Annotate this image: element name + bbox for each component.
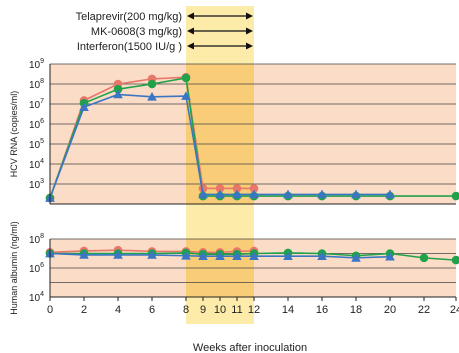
hcv-y-tick-label: 107 (29, 98, 44, 111)
albumin-y-axis-label: Human albumin (ng/ml) (9, 221, 19, 315)
x-tick-label: 2 (81, 304, 87, 316)
legend-label: Telaprevir(200 mg/kg) (76, 11, 182, 23)
hcv-y-tick-label: 106 (29, 118, 44, 131)
tick-exponent: 5 (40, 138, 44, 145)
legend-label: MK-0608(3 mg/kg) (91, 26, 182, 38)
x-tick-label: 8 (183, 304, 189, 316)
x-tick-label: 22 (418, 304, 430, 316)
legend-label: Interferon(1500 IU/g ) (77, 41, 182, 53)
hcv-y-tick-label: 109 (29, 58, 44, 71)
hcv-y-tick-label: 104 (29, 158, 44, 171)
albumin-series-1-point (420, 254, 429, 263)
x-tick-label: 11 (231, 304, 242, 316)
hcv-y-tick-label: 105 (29, 138, 44, 151)
x-tick-label: 24 (450, 304, 459, 316)
tick-exponent: 8 (40, 233, 44, 240)
tick-base: 10 (29, 264, 41, 275)
tick-exponent: 6 (40, 118, 44, 125)
tick-base: 10 (29, 235, 41, 246)
x-tick-label: 12 (248, 304, 260, 316)
hcv-series-1-point (148, 80, 157, 89)
tick-base: 10 (29, 100, 41, 111)
hcv-y-tick-label: 103 (29, 178, 44, 191)
x-tick-label: 9 (200, 304, 206, 316)
tick-base: 10 (29, 140, 41, 151)
x-axis-label: Weeks after inoculation (193, 342, 307, 353)
x-tick-label: 4 (115, 304, 121, 316)
tick-base: 10 (29, 293, 41, 304)
tick-exponent: 3 (40, 178, 44, 185)
tick-exponent: 6 (40, 262, 44, 269)
x-tick-label: 0 (47, 304, 53, 316)
x-tick-label: 18 (350, 304, 362, 316)
tick-base: 10 (29, 160, 41, 171)
x-tick-label: 16 (316, 304, 328, 316)
tick-base: 10 (29, 80, 41, 91)
tick-base: 10 (29, 180, 41, 191)
tick-base: 10 (29, 60, 41, 71)
plot-backgrounds (50, 6, 456, 324)
hcv-y-tick-label: 108 (29, 78, 44, 91)
hcv-treatment-overlap (186, 64, 254, 204)
x-tick-label: 6 (149, 304, 155, 316)
x-tick-label: 14 (282, 304, 294, 316)
tick-exponent: 4 (40, 158, 44, 165)
x-tick-label: 10 (214, 304, 226, 316)
x-tick-label: 20 (384, 304, 396, 316)
albumin-y-tick-label: 108 (29, 233, 44, 246)
albumin-y-tick-label: 104 (29, 291, 44, 304)
tick-base: 10 (29, 120, 41, 131)
tick-exponent: 8 (40, 78, 44, 85)
tick-exponent: 4 (40, 291, 44, 298)
hcv-series-1-point (182, 74, 191, 83)
tick-exponent: 7 (40, 98, 44, 105)
albumin-y-tick-label: 106 (29, 262, 44, 275)
tick-exponent: 9 (40, 58, 44, 65)
hcv-y-axis-label: HCV RNA (copies/ml) (9, 91, 19, 178)
